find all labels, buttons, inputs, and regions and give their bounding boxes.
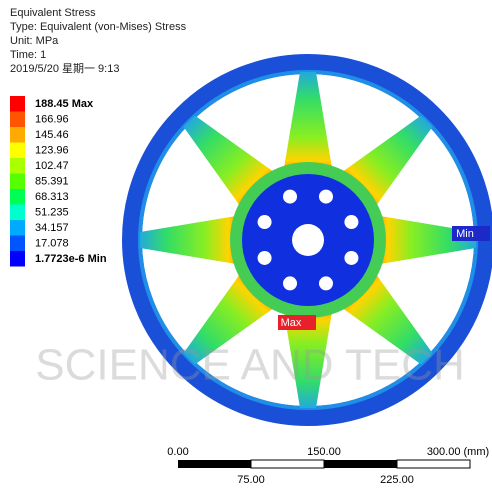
screenshot: Equivalent Stress Type: Equivalent (von-… [0,0,492,488]
scale-label: 300.00 (mm) [427,446,489,458]
scale-segment [397,460,470,468]
legend-swatch [10,174,25,190]
bolt-hole [258,215,272,229]
legend-swatch [10,143,25,159]
center-bore [292,224,324,256]
bolt-hole [258,251,272,265]
scale-segment [178,460,251,468]
legend-label: 34.157 [35,222,69,234]
legend-label: 17.078 [35,237,69,249]
scale-bar: 0.00 150.00 300.00 (mm) 75.00 225.00 [167,446,489,486]
scale-label: 225.00 [380,474,414,486]
legend-label: 145.46 [35,129,69,141]
legend-swatch [10,236,25,252]
legend-label: 123.96 [35,144,69,156]
legend-swatch [10,96,25,112]
legend-swatch [10,158,25,174]
legend-swatch [10,220,25,236]
max-label: Max [281,317,302,329]
legend-label: 166.96 [35,113,69,125]
bolt-hole [283,190,297,204]
legend-label: 102.47 [35,160,69,172]
scale-segment [324,460,397,468]
legend-label: 85.391 [35,175,69,187]
legend-label: 188.45 Max [35,98,94,110]
bolt-hole [319,190,333,204]
bolt-hole [319,276,333,290]
legend-label: 51.235 [35,206,69,218]
legend-label: 1.7723e-6 Min [35,253,107,265]
legend-swatch [10,251,25,267]
legend-swatch [10,205,25,221]
bolt-hole [344,251,358,265]
bolt-hole [344,215,358,229]
min-label: Min [456,228,474,240]
legend-swatch [10,127,25,143]
viewport: SCIENCE AND TECH 188.45 Max 166.96 145.46 1… [0,0,492,488]
watermark: SCIENCE AND TECH [35,341,465,390]
scale-segment [251,460,324,468]
scale-label: 0.00 [167,446,188,458]
legend-label: 68.313 [35,191,69,203]
legend-swatch [10,189,25,205]
scale-label: 150.00 [307,446,341,458]
legend-swatch [10,112,25,128]
scale-label: 75.00 [237,474,265,486]
bolt-hole [283,276,297,290]
